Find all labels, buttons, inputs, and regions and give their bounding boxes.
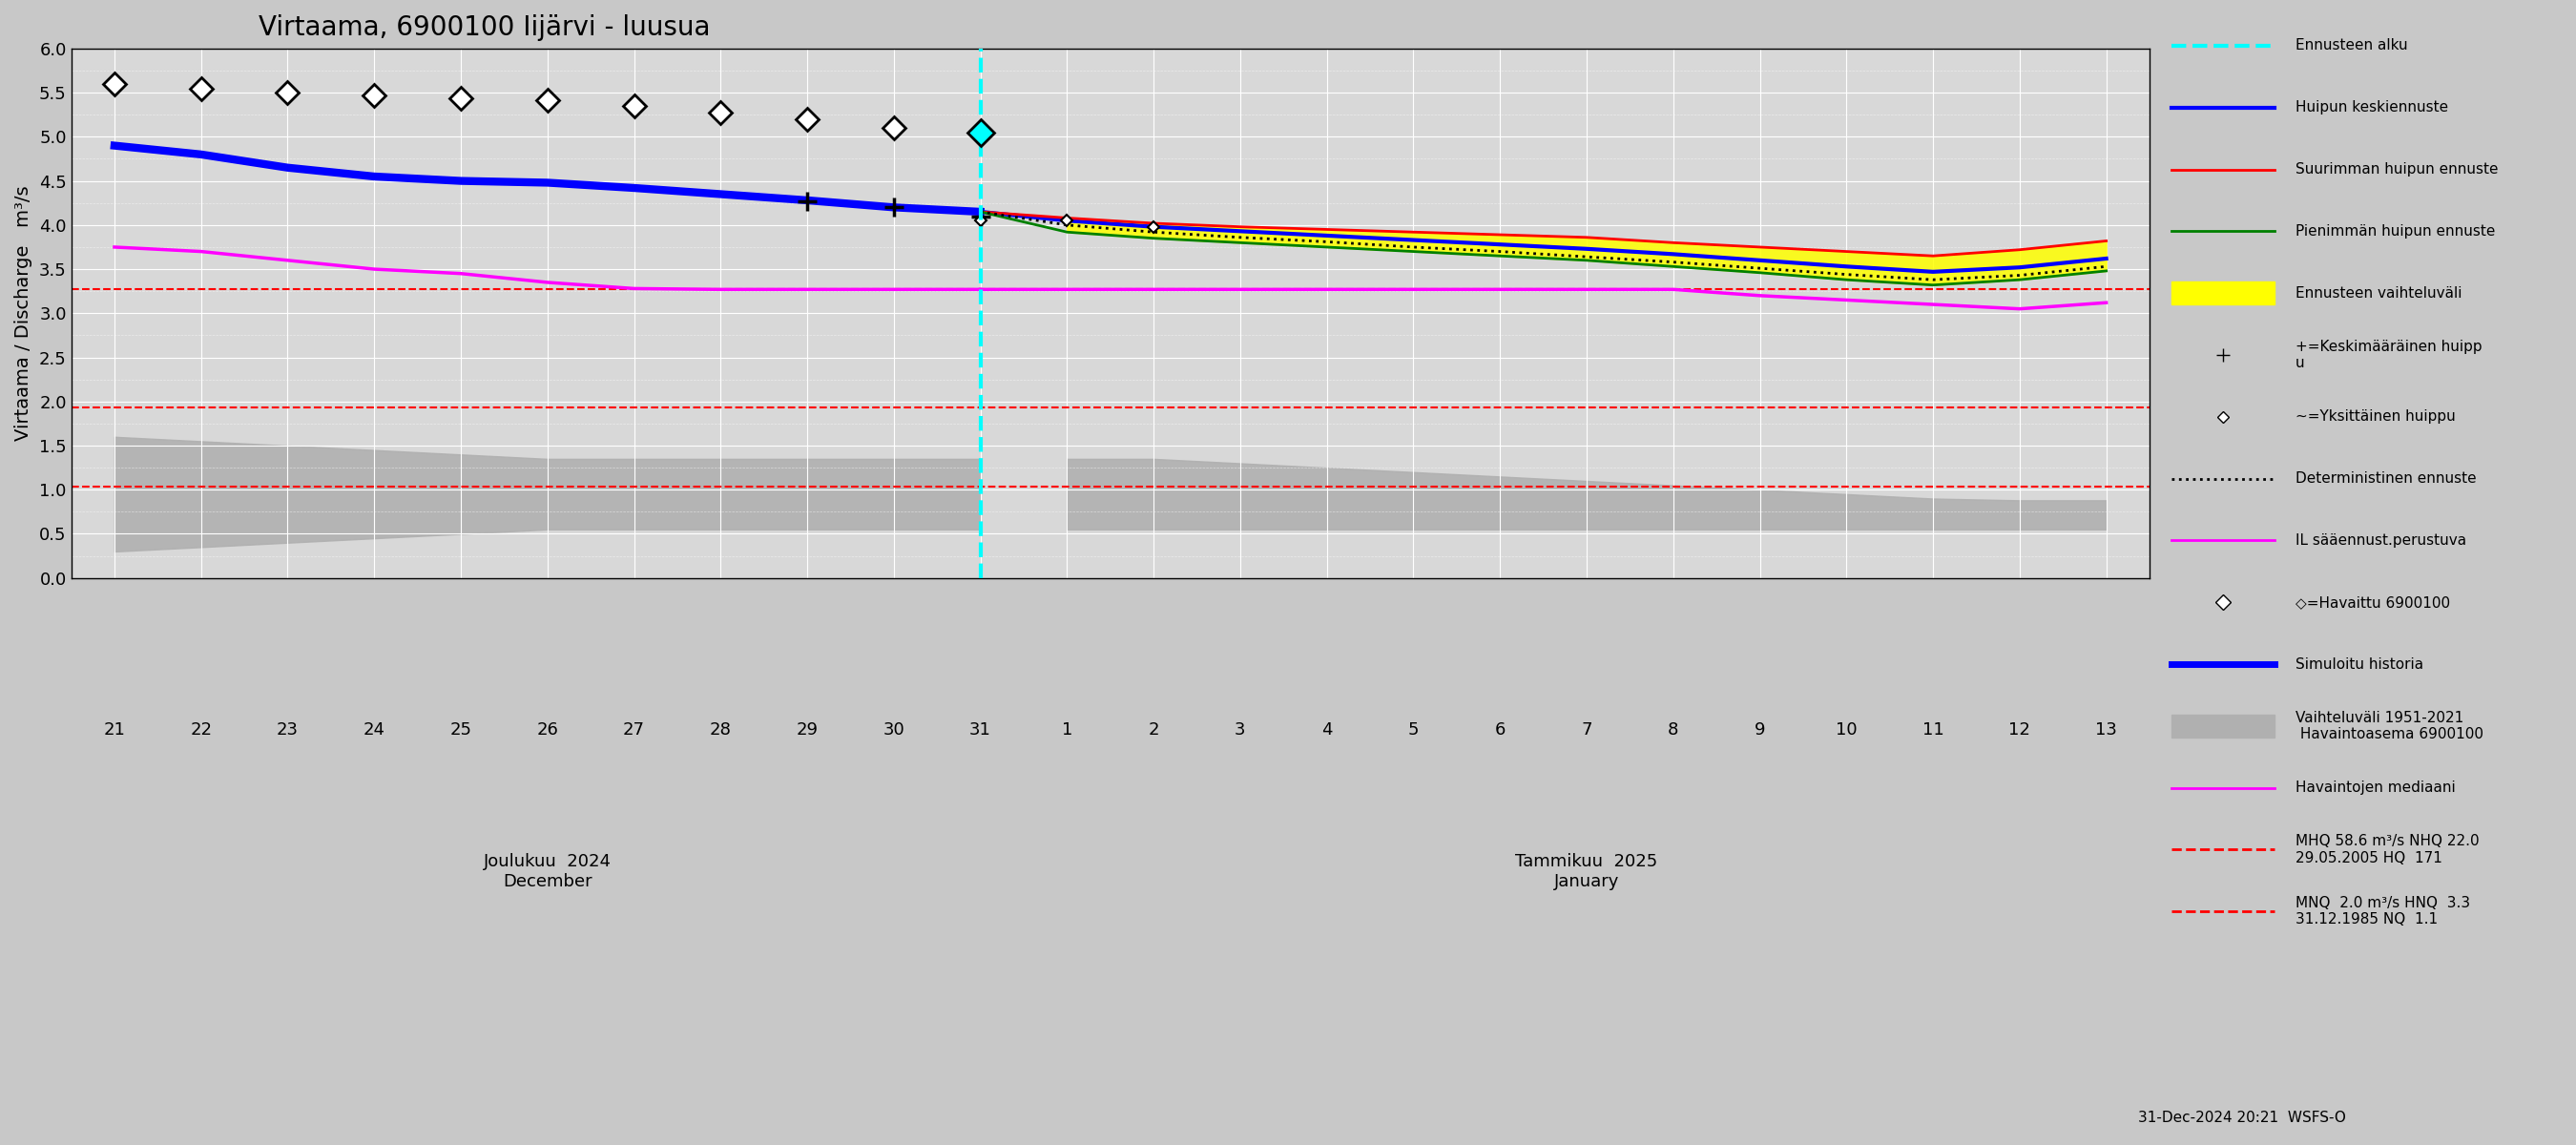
Text: Ennusteen alku: Ennusteen alku	[2295, 39, 2409, 53]
Text: Havaintojen mediaani: Havaintojen mediaani	[2295, 781, 2455, 795]
Text: 21: 21	[103, 721, 126, 739]
Text: 11: 11	[1922, 721, 1945, 739]
Text: 12: 12	[2009, 721, 2030, 739]
Text: Tammikuu  2025
January: Tammikuu 2025 January	[1515, 853, 1659, 891]
Text: 6: 6	[1494, 721, 1504, 739]
Text: MNQ  2.0 m³/s HNQ  3.3
31.12.1985 NQ  1.1: MNQ 2.0 m³/s HNQ 3.3 31.12.1985 NQ 1.1	[2295, 895, 2470, 927]
Text: 27: 27	[623, 721, 644, 739]
Text: 4: 4	[1321, 721, 1332, 739]
Text: 3: 3	[1234, 721, 1247, 739]
Text: 30: 30	[884, 721, 904, 739]
Text: 25: 25	[451, 721, 471, 739]
Text: Pienimmän huipun ennuste: Pienimmän huipun ennuste	[2295, 224, 2496, 238]
Text: 29: 29	[796, 721, 819, 739]
Text: 31: 31	[969, 721, 992, 739]
Text: +=Keskimääräinen huipp
u: +=Keskimääräinen huipp u	[2295, 339, 2481, 371]
Text: Virtaama, 6900100 Iijärvi - luusua: Virtaama, 6900100 Iijärvi - luusua	[258, 14, 711, 41]
Text: Joulukuu  2024
December: Joulukuu 2024 December	[484, 853, 611, 891]
Text: 1: 1	[1061, 721, 1072, 739]
Text: Deterministinen ennuste: Deterministinen ennuste	[2295, 472, 2476, 485]
Y-axis label: Virtaama / Discharge   m³/s: Virtaama / Discharge m³/s	[15, 185, 33, 441]
Text: Huipun keskiennuste: Huipun keskiennuste	[2295, 101, 2447, 114]
Text: 28: 28	[711, 721, 732, 739]
Text: 2: 2	[1149, 721, 1159, 739]
Text: 5: 5	[1409, 721, 1419, 739]
Text: 23: 23	[276, 721, 299, 739]
Text: 13: 13	[2094, 721, 2117, 739]
Text: Vaihteluväli 1951-2021
 Havaintoasema 6900100: Vaihteluväli 1951-2021 Havaintoasema 690…	[2295, 710, 2483, 742]
Text: 8: 8	[1667, 721, 1680, 739]
Text: MHQ 58.6 m³/s NHQ 22.0
29.05.2005 HQ  171: MHQ 58.6 m³/s NHQ 22.0 29.05.2005 HQ 171	[2295, 834, 2478, 866]
Text: ∼=Yksittäinen huippu: ∼=Yksittäinen huippu	[2295, 410, 2455, 424]
Text: 26: 26	[536, 721, 559, 739]
Text: 24: 24	[363, 721, 386, 739]
Text: IL sääennust.perustuva: IL sääennust.perustuva	[2295, 534, 2465, 547]
Text: Simuloitu historia: Simuloitu historia	[2295, 657, 2424, 671]
Text: Suurimman huipun ennuste: Suurimman huipun ennuste	[2295, 163, 2499, 176]
Text: Ennusteen vaihteluväli: Ennusteen vaihteluväli	[2295, 286, 2463, 300]
Text: 9: 9	[1754, 721, 1765, 739]
Text: 7: 7	[1582, 721, 1592, 739]
Text: 22: 22	[191, 721, 211, 739]
Text: ◇=Havaittu 6900100: ◇=Havaittu 6900100	[2295, 595, 2450, 609]
Text: 31-Dec-2024 20:21  WSFS-O: 31-Dec-2024 20:21 WSFS-O	[2138, 1111, 2347, 1124]
Text: 10: 10	[1837, 721, 1857, 739]
